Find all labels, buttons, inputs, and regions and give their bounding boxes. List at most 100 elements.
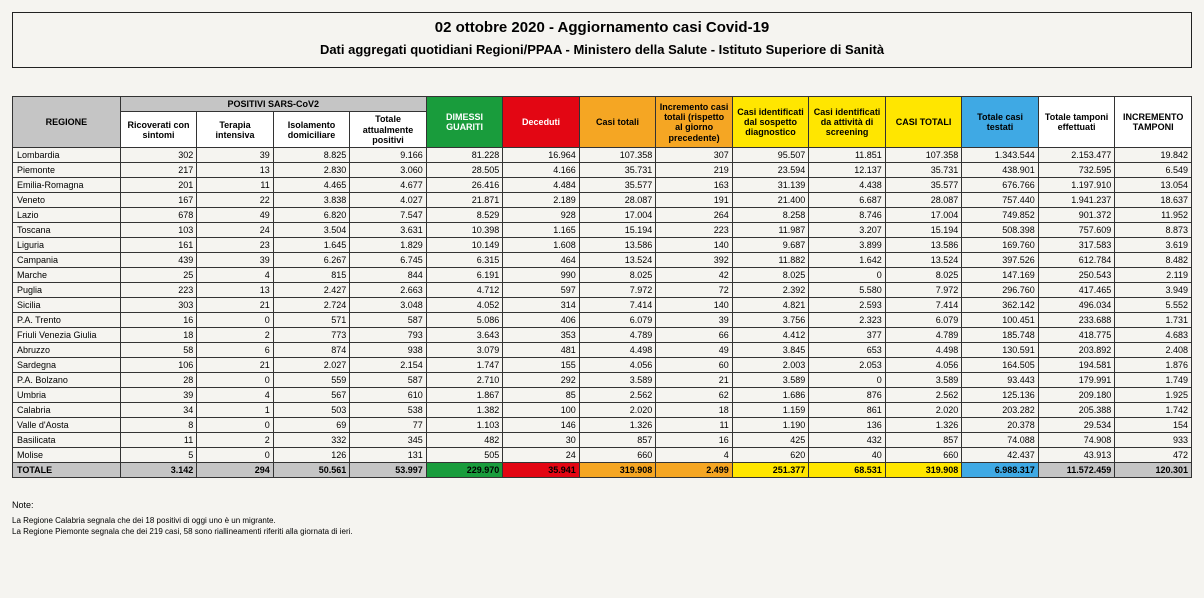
totale-cell: 319.908 <box>885 463 962 478</box>
value-cell: 0 <box>197 448 274 463</box>
value-cell: 6.079 <box>579 313 656 328</box>
value-cell: 2.020 <box>579 403 656 418</box>
value-cell: 66 <box>656 328 733 343</box>
value-cell: 1.326 <box>579 418 656 433</box>
value-cell: 938 <box>350 343 427 358</box>
value-cell: 107.358 <box>885 148 962 163</box>
value-cell: 2.663 <box>350 283 427 298</box>
value-cell: 1.642 <box>809 253 886 268</box>
value-cell: 11 <box>197 178 274 193</box>
value-cell: 140 <box>656 298 733 313</box>
value-cell: 332 <box>273 433 350 448</box>
value-cell: 103 <box>120 223 197 238</box>
value-cell: 1.382 <box>426 403 503 418</box>
value-cell: 164.505 <box>962 358 1039 373</box>
value-cell: 60 <box>656 358 733 373</box>
value-cell: 2.020 <box>885 403 962 418</box>
value-cell: 191 <box>656 193 733 208</box>
value-cell: 307 <box>656 148 733 163</box>
value-cell: 538 <box>350 403 427 418</box>
value-cell: 757.440 <box>962 193 1039 208</box>
value-cell: 21 <box>197 358 274 373</box>
value-cell: 660 <box>579 448 656 463</box>
value-cell: 155 <box>503 358 580 373</box>
value-cell: 4.789 <box>579 328 656 343</box>
table-row: Piemonte217132.8303.06028.5054.16635.731… <box>13 163 1192 178</box>
value-cell: 559 <box>273 373 350 388</box>
value-cell: 13 <box>197 283 274 298</box>
value-cell: 2 <box>197 433 274 448</box>
hdr-isolamento: Isolamento domiciliare <box>273 112 350 148</box>
value-cell: 678 <box>120 208 197 223</box>
value-cell: 5 <box>120 448 197 463</box>
value-cell: 571 <box>273 313 350 328</box>
table-row: Valle d'Aosta8069771.1031461.326111.1901… <box>13 418 1192 433</box>
value-cell: 34 <box>120 403 197 418</box>
value-cell: 1.876 <box>1115 358 1192 373</box>
value-cell: 81.228 <box>426 148 503 163</box>
value-cell: 11.851 <box>809 148 886 163</box>
value-cell: 7.972 <box>579 283 656 298</box>
totale-cell: 120.301 <box>1115 463 1192 478</box>
value-cell: 18 <box>656 403 733 418</box>
value-cell: 4.052 <box>426 298 503 313</box>
region-cell: Basilicata <box>13 433 121 448</box>
value-cell: 4.712 <box>426 283 503 298</box>
value-cell: 660 <box>885 448 962 463</box>
value-cell: 8.482 <box>1115 253 1192 268</box>
value-cell: 74.908 <box>1038 433 1115 448</box>
value-cell: 42 <box>656 268 733 283</box>
value-cell: 392 <box>656 253 733 268</box>
value-cell: 2.724 <box>273 298 350 313</box>
value-cell: 2.392 <box>732 283 809 298</box>
value-cell: 292 <box>503 373 580 388</box>
value-cell: 43.913 <box>1038 448 1115 463</box>
table-row: Toscana103243.5043.63110.3981.16515.1942… <box>13 223 1192 238</box>
value-cell: 4.465 <box>273 178 350 193</box>
value-cell: 147.169 <box>962 268 1039 283</box>
value-cell: 35.577 <box>885 178 962 193</box>
value-cell: 15.194 <box>579 223 656 238</box>
value-cell: 432 <box>809 433 886 448</box>
value-cell: 40 <box>809 448 886 463</box>
value-cell: 7.547 <box>350 208 427 223</box>
region-cell: Abruzzo <box>13 343 121 358</box>
value-cell: 1.686 <box>732 388 809 403</box>
value-cell: 35.577 <box>579 178 656 193</box>
value-cell: 69 <box>273 418 350 433</box>
value-cell: 418.775 <box>1038 328 1115 343</box>
value-cell: 4.789 <box>885 328 962 343</box>
value-cell: 6.191 <box>426 268 503 283</box>
value-cell: 4.412 <box>732 328 809 343</box>
value-cell: 130.591 <box>962 343 1039 358</box>
value-cell: 39 <box>656 313 733 328</box>
value-cell: 179.991 <box>1038 373 1115 388</box>
value-cell: 167 <box>120 193 197 208</box>
value-cell: 503 <box>273 403 350 418</box>
value-cell: 2.562 <box>579 388 656 403</box>
value-cell: 163 <box>656 178 733 193</box>
value-cell: 0 <box>197 373 274 388</box>
value-cell: 250.543 <box>1038 268 1115 283</box>
value-cell: 77 <box>350 418 427 433</box>
region-cell: Marche <box>13 268 121 283</box>
value-cell: 22 <box>197 193 274 208</box>
value-cell: 612.784 <box>1038 253 1115 268</box>
value-cell: 815 <box>273 268 350 283</box>
value-cell: 23 <box>197 238 274 253</box>
totale-cell: 35.941 <box>503 463 580 478</box>
value-cell: 732.595 <box>1038 163 1115 178</box>
value-cell: 4.821 <box>732 298 809 313</box>
value-cell: 35.731 <box>885 163 962 178</box>
value-cell: 749.852 <box>962 208 1039 223</box>
table-row: Friuli Venezia Giulia1827737933.6433534.… <box>13 328 1192 343</box>
covid-table: REGIONE POSITIVI SARS-CoV2 DIMESSI GUARI… <box>12 96 1192 478</box>
value-cell: 901.372 <box>1038 208 1115 223</box>
table-row: Emilia-Romagna201114.4654.67726.4164.484… <box>13 178 1192 193</box>
value-cell: 28.505 <box>426 163 503 178</box>
value-cell: 23.594 <box>732 163 809 178</box>
value-cell: 21 <box>197 298 274 313</box>
hdr-guariti: DIMESSI GUARITI <box>426 97 503 148</box>
value-cell: 2.053 <box>809 358 886 373</box>
value-cell: 35.731 <box>579 163 656 178</box>
